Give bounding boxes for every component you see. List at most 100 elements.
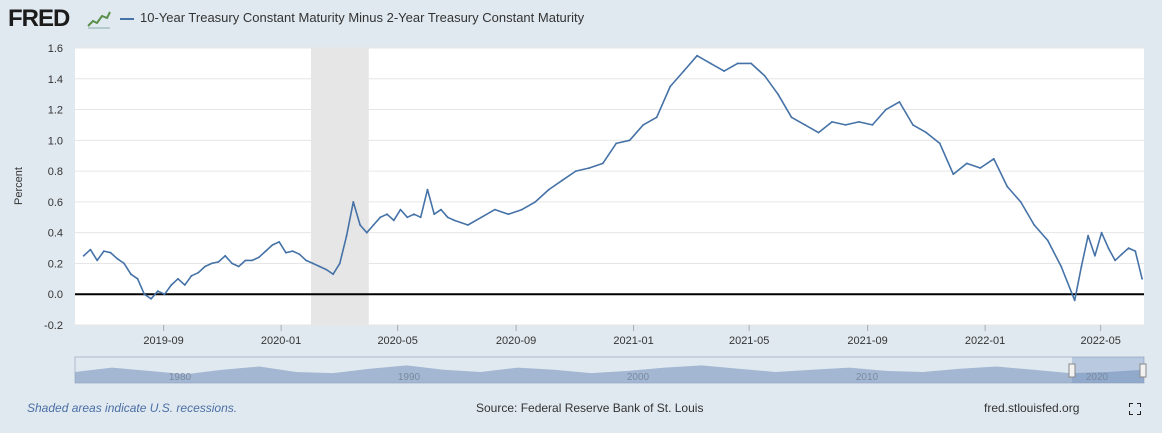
series-point <box>419 216 422 219</box>
series-point <box>938 142 941 145</box>
series-point <box>1033 224 1036 226</box>
x-tick-label: 2021-09 <box>847 335 887 347</box>
series-point <box>338 262 341 265</box>
series-point <box>696 54 698 57</box>
x-tick-label: 2022-05 <box>1080 335 1120 347</box>
navigator-area <box>75 365 1144 383</box>
series-point <box>231 262 233 265</box>
y-tick-label: 0.6 <box>48 197 63 209</box>
series-point <box>885 108 887 111</box>
series-point <box>1087 234 1089 237</box>
series-point <box>399 208 402 211</box>
series-point <box>372 224 375 226</box>
series-point <box>237 265 240 268</box>
series-point <box>547 188 550 191</box>
series-point <box>709 62 712 65</box>
navigator-year-label: 2010 <box>856 372 879 383</box>
y-tick-label: 0.8 <box>48 166 63 178</box>
series-point <box>817 131 820 134</box>
series-point <box>521 208 523 211</box>
series-point <box>777 93 779 96</box>
series-point <box>251 259 254 262</box>
y-axis-title: Percent <box>13 167 25 205</box>
series-point <box>406 216 409 219</box>
series-point <box>170 284 173 286</box>
series-point <box>150 297 153 300</box>
series-point <box>669 85 672 88</box>
series-point <box>1107 247 1110 250</box>
series-point <box>628 139 631 142</box>
series-point <box>1060 265 1063 268</box>
series-point <box>291 250 294 253</box>
series-point <box>844 124 847 126</box>
series-point <box>494 208 496 211</box>
series-point <box>804 124 806 126</box>
series-point <box>392 219 395 222</box>
series-point <box>925 131 928 134</box>
y-tick-label: 1.4 <box>48 74 63 86</box>
series-point <box>278 241 281 243</box>
series-point <box>642 124 645 126</box>
series-line <box>83 54 1143 302</box>
series-point <box>379 216 382 219</box>
series-point <box>790 116 793 119</box>
legend-swatch <box>120 18 134 20</box>
series-point <box>534 201 537 203</box>
series-point <box>682 70 685 72</box>
series-point <box>574 170 577 173</box>
series-point <box>615 142 618 145</box>
series-point <box>163 293 166 296</box>
y-tick-label: 0.2 <box>48 258 63 270</box>
y-tick-label: -0.2 <box>44 320 63 332</box>
series-point <box>1141 277 1143 280</box>
series-point <box>979 167 982 169</box>
series-point <box>992 157 995 160</box>
series-point <box>325 268 328 271</box>
series-point <box>190 274 193 277</box>
recession-note: Shaded areas indicate U.S. recessions. <box>27 401 238 415</box>
series-point <box>736 62 739 65</box>
fullscreen-icon[interactable] <box>1129 403 1141 415</box>
series-point <box>561 179 564 182</box>
plot-area <box>75 48 1144 325</box>
series-point <box>1100 231 1103 234</box>
series-point <box>1120 253 1123 256</box>
series-point <box>183 284 186 286</box>
series-point <box>453 219 456 222</box>
series-point <box>204 265 206 268</box>
series-point <box>89 248 92 251</box>
series-point <box>143 293 146 296</box>
y-tick-label: 1.2 <box>48 105 63 117</box>
x-tick-label: 2021-05 <box>729 335 769 347</box>
series-point <box>1006 185 1009 188</box>
series-point <box>952 173 955 176</box>
series-point <box>365 231 368 234</box>
fred-logo[interactable]: FRED <box>8 5 70 32</box>
series-point <box>1073 299 1076 302</box>
series-point <box>1094 254 1096 257</box>
series-point <box>130 273 132 276</box>
navigator-year-label: 1980 <box>169 372 192 383</box>
series-point <box>318 265 321 268</box>
series-point <box>588 167 591 169</box>
series-point <box>109 251 112 254</box>
series-point <box>156 290 159 292</box>
y-tick-label: 1.6 <box>48 43 63 55</box>
series-point <box>332 273 334 276</box>
site-link[interactable]: fred.stlouisfed.org <box>984 401 1080 415</box>
navigator-left-handle[interactable] <box>1068 363 1076 378</box>
series-point <box>446 216 449 219</box>
series-point <box>136 277 139 280</box>
series-point <box>271 244 274 246</box>
series-point <box>359 224 361 226</box>
x-tick-label: 2020-09 <box>496 335 536 347</box>
series-point <box>440 208 442 211</box>
chart-line-icon <box>87 9 111 29</box>
navigator-right-handle[interactable] <box>1139 363 1147 378</box>
x-tick-label: 2020-05 <box>377 335 417 347</box>
series-point <box>345 234 348 237</box>
series-title[interactable]: 10-Year Treasury Constant Maturity Minus… <box>140 10 585 25</box>
series-point <box>305 259 307 262</box>
series-point <box>285 251 287 254</box>
